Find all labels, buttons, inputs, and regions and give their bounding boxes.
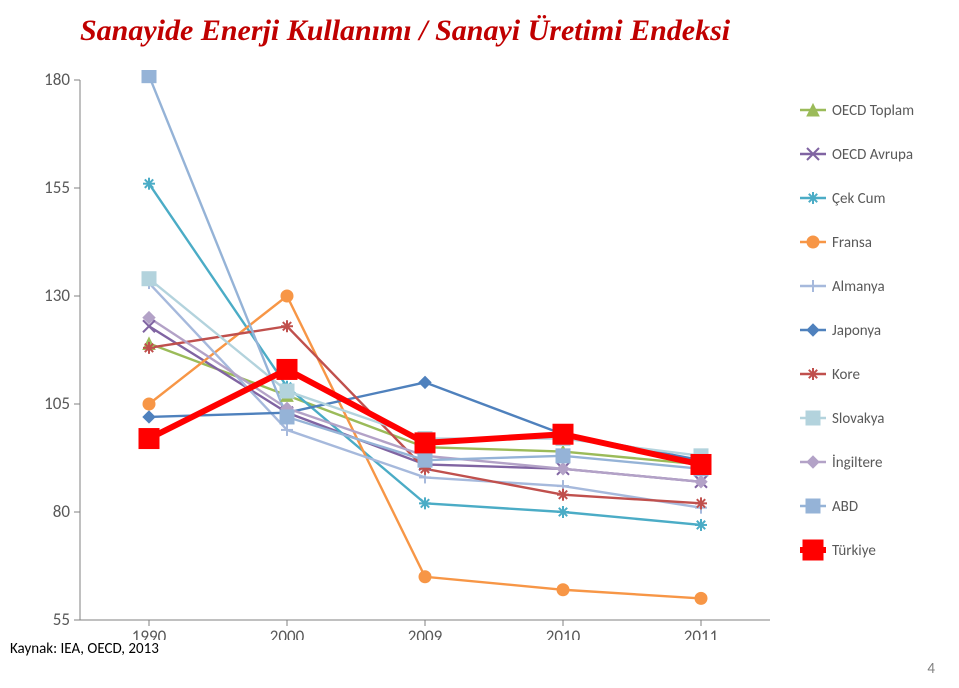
y-tick-label: 180 xyxy=(44,70,70,90)
legend-item-slovakya: Slovakya xyxy=(800,410,885,428)
legend-item-kore: Kore xyxy=(800,366,860,384)
legend-item-japonya: Japonya xyxy=(800,322,881,340)
legend-label: Japonya xyxy=(832,322,881,340)
legend-label: Fransa xyxy=(832,234,872,252)
legend-label: Çek Cum xyxy=(832,190,886,208)
y-tick-label: 80 xyxy=(53,501,71,522)
legend-label: ABD xyxy=(832,498,858,516)
legend-item-abd: ABD xyxy=(800,498,858,516)
y-tick-label: 105 xyxy=(44,393,70,414)
x-tick-label: 2009 xyxy=(408,626,443,640)
legend-label: Slovakya xyxy=(832,410,885,428)
x-tick-label: 2010 xyxy=(546,626,581,640)
series-line-abd xyxy=(149,76,701,469)
chart-title: Sanayide Enerji Kullanımı / Sanayi Üreti… xyxy=(80,14,730,48)
line-chart: 55 80 105 130 155 180 1990 2000 2009 2010 2011 OECD… xyxy=(0,70,959,640)
x-tick-label: 2000 xyxy=(270,626,305,640)
y-tick-label: 130 xyxy=(44,285,70,306)
legend-item-oecd_avrupa: OECD Avrupa xyxy=(800,146,913,164)
x-tick-label: 2011 xyxy=(684,626,718,640)
legend-item-cek_cum: Çek Cum xyxy=(800,190,886,208)
page-number: 4 xyxy=(927,660,935,678)
legend-item-ingiltere: İngiltere xyxy=(800,454,882,472)
y-tick-label: 55 xyxy=(53,609,70,630)
legend-item-oecd_toplam: OECD Toplam xyxy=(800,102,914,120)
legend-label: OECD Toplam xyxy=(832,102,914,120)
y-tick-label: 155 xyxy=(44,177,70,198)
source-text: Kaynak: IEA, OECD, 2013 xyxy=(10,640,159,658)
legend-item-turkiye: Türkiye xyxy=(800,540,876,560)
legend-label: İngiltere xyxy=(832,454,882,472)
legend-label: Türkiye xyxy=(832,542,876,560)
x-tick-label: 1990 xyxy=(132,626,167,640)
legend-label: Kore xyxy=(832,366,860,384)
legend-item-fransa: Fransa xyxy=(800,234,872,252)
legend-label: OECD Avrupa xyxy=(832,146,913,164)
series-markers-almanya xyxy=(143,277,707,514)
legend-item-almanya: Almanya xyxy=(800,278,885,296)
legend-label: Almanya xyxy=(832,278,885,296)
